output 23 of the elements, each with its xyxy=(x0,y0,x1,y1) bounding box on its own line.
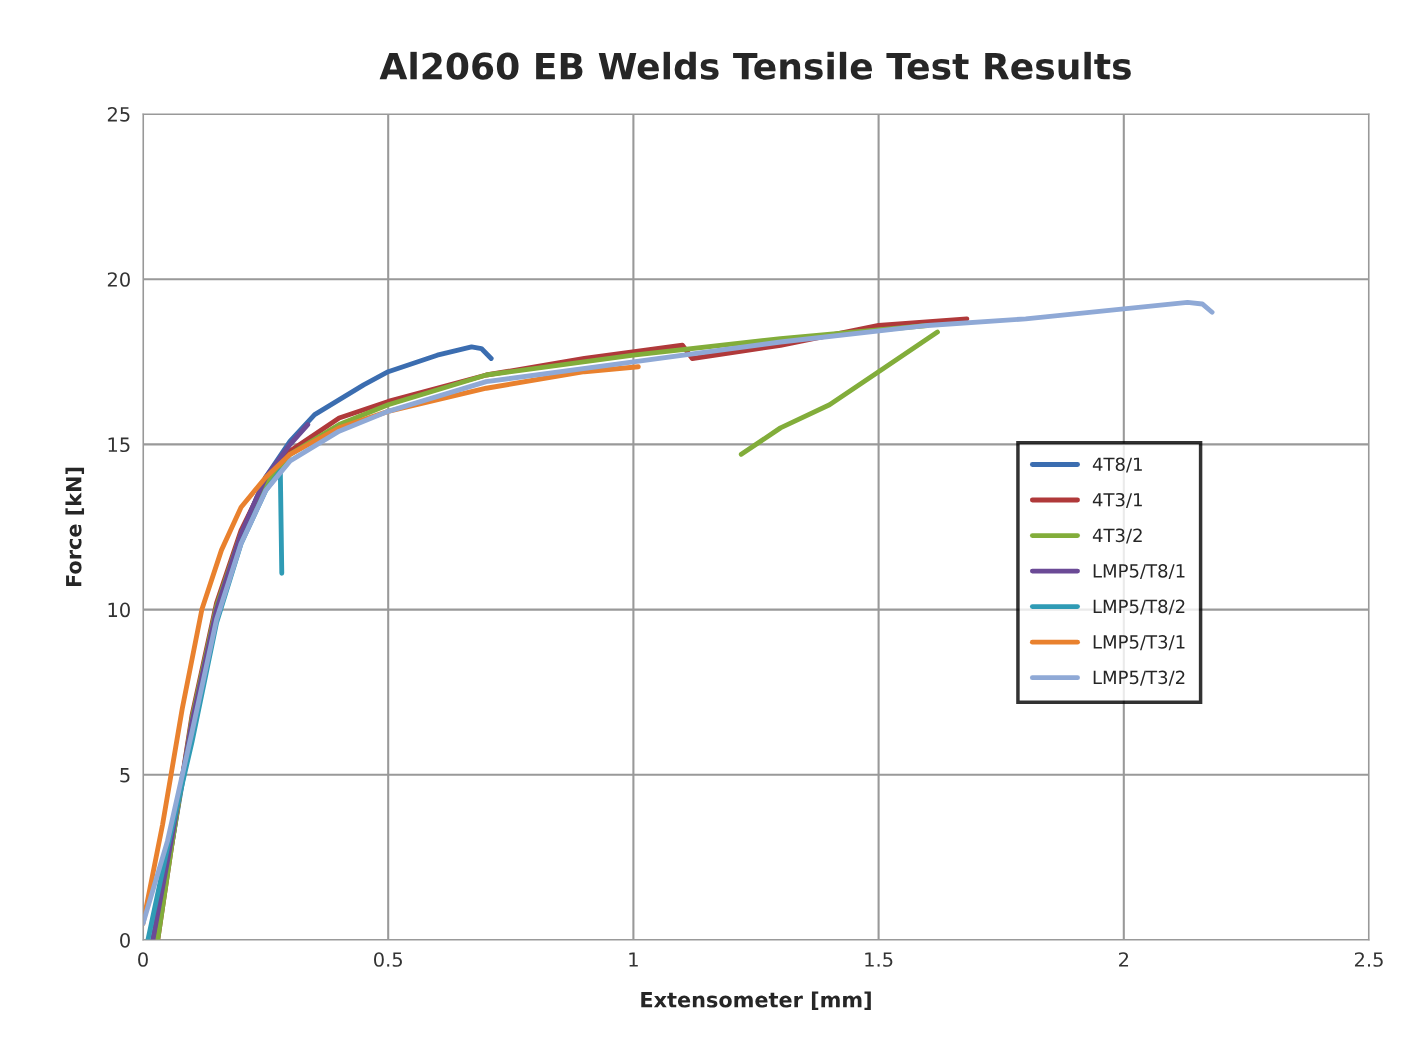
legend-label: 4T8/1 xyxy=(1092,457,1142,473)
legend-label: 4T3/2 xyxy=(1092,528,1142,544)
legend-label: LMP5/T8/2 xyxy=(1093,599,1185,615)
x-tick-label: 1.5 xyxy=(865,952,893,967)
legend-label: LMP5/T3/2 xyxy=(1093,670,1185,686)
chart-title: Al2060 EB Welds Tensile Test Results xyxy=(379,51,1131,80)
y-axis-title: Force [kN] xyxy=(65,467,85,587)
y-tick-label: 10 xyxy=(108,602,130,618)
legend-label: LMP5/T3/1 xyxy=(1093,635,1185,651)
y-tick-label: 15 xyxy=(108,437,130,453)
x-tick-label: 2 xyxy=(1119,952,1129,967)
y-tick-label: 25 xyxy=(107,106,130,122)
legend-label: LMP5/T8/1 xyxy=(1093,564,1185,580)
x-tick-label: 2.5 xyxy=(1354,952,1383,967)
y-tick-label: 20 xyxy=(107,272,130,287)
x-tick-label: 0 xyxy=(138,952,148,967)
y-tick-label: 0 xyxy=(120,932,130,948)
y-tick-label: 5 xyxy=(120,768,130,783)
line-series xyxy=(143,299,1215,926)
x-tick-label: 1 xyxy=(629,952,638,967)
legend-label: 4T3/1 xyxy=(1092,492,1142,509)
x-axis-title: Extensometer [mm] xyxy=(641,991,871,1011)
x-tick-label: 0.5 xyxy=(374,952,402,967)
